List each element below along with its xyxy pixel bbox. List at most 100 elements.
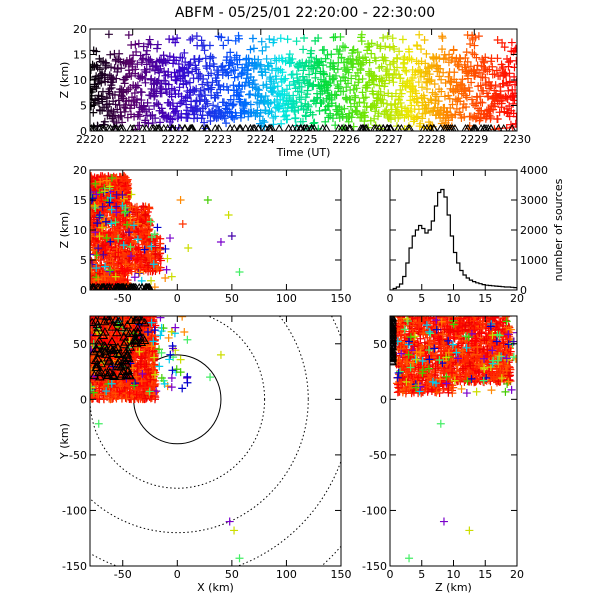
source-point xyxy=(257,93,266,102)
source-point xyxy=(95,269,104,278)
source-point xyxy=(367,39,376,48)
source-point xyxy=(228,59,237,68)
source-point xyxy=(371,107,380,116)
station-marker xyxy=(362,123,371,131)
source-point xyxy=(241,98,250,107)
source-point xyxy=(339,87,348,96)
source-point xyxy=(95,213,104,222)
source-point xyxy=(192,65,201,74)
source-point xyxy=(114,248,123,257)
source-point xyxy=(418,114,427,123)
source-point xyxy=(493,115,502,124)
x-tick-label: 2225 xyxy=(290,133,318,146)
station-marker xyxy=(236,123,245,131)
source-point xyxy=(467,78,476,87)
source-point xyxy=(329,59,338,68)
station-marker xyxy=(187,123,196,131)
source-point xyxy=(120,253,129,262)
source-point xyxy=(219,41,228,50)
source-point xyxy=(265,107,274,116)
source-point xyxy=(334,82,343,91)
histogram-line xyxy=(390,188,517,290)
source-point xyxy=(168,366,177,375)
station-marker xyxy=(103,282,112,290)
source-point xyxy=(250,80,259,89)
source-point xyxy=(121,203,130,212)
source-point xyxy=(276,34,285,43)
source-point xyxy=(326,109,335,118)
source-point xyxy=(163,254,172,263)
source-point xyxy=(106,193,115,202)
source-point xyxy=(121,216,130,225)
source-point xyxy=(167,373,176,382)
source-point xyxy=(341,43,350,52)
source-point xyxy=(320,86,329,95)
source-point xyxy=(258,116,267,125)
source-point xyxy=(111,218,120,227)
station-marker xyxy=(508,123,517,131)
source-point xyxy=(215,81,224,90)
source-point xyxy=(171,107,180,116)
source-point xyxy=(425,77,434,86)
source-point xyxy=(90,336,96,345)
source-point xyxy=(111,181,120,190)
source-point xyxy=(361,93,370,102)
source-point xyxy=(292,98,301,107)
station-marker xyxy=(105,282,114,290)
source-point xyxy=(317,99,326,108)
source-point xyxy=(146,236,155,245)
source-point xyxy=(123,183,132,192)
source-point xyxy=(258,46,267,55)
source-point xyxy=(246,45,255,54)
source-point xyxy=(180,48,189,57)
source-point xyxy=(299,104,308,113)
source-point xyxy=(178,53,187,62)
source-point xyxy=(261,43,270,52)
source-point xyxy=(228,113,237,122)
source-point xyxy=(92,190,101,199)
source-point xyxy=(504,86,513,95)
source-point xyxy=(260,118,269,127)
source-point xyxy=(386,115,395,124)
source-point xyxy=(471,69,480,78)
source-point xyxy=(456,54,465,63)
source-point xyxy=(495,108,504,117)
source-point xyxy=(444,72,453,81)
x-tick-label: 2230 xyxy=(503,133,531,146)
source-point xyxy=(141,370,150,379)
station-marker xyxy=(90,123,98,131)
source-point xyxy=(447,111,456,120)
source-point xyxy=(130,351,139,360)
source-point xyxy=(106,266,115,275)
source-point xyxy=(402,67,411,76)
station-marker xyxy=(450,123,459,131)
source-point xyxy=(472,99,481,108)
source-point xyxy=(416,119,425,128)
station-marker xyxy=(470,123,479,131)
source-point xyxy=(170,68,179,77)
source-point xyxy=(147,242,156,251)
station-marker xyxy=(144,282,153,290)
source-point xyxy=(160,379,169,388)
source-point xyxy=(340,104,349,113)
source-point xyxy=(255,62,264,71)
station-marker xyxy=(167,123,176,131)
source-point xyxy=(152,99,161,108)
station-marker xyxy=(494,123,503,131)
source-point xyxy=(194,69,203,78)
source-point xyxy=(123,276,132,285)
source-point xyxy=(90,194,97,203)
source-point xyxy=(468,48,477,57)
source-point xyxy=(140,263,149,272)
source-point xyxy=(146,375,155,384)
source-point xyxy=(151,249,160,258)
source-point xyxy=(116,225,125,234)
source-point xyxy=(511,119,517,128)
source-point xyxy=(246,100,255,109)
source-point xyxy=(335,47,344,56)
source-point xyxy=(368,76,377,85)
source-point xyxy=(352,106,361,115)
source-point xyxy=(171,76,180,84)
station-marker xyxy=(181,123,190,131)
